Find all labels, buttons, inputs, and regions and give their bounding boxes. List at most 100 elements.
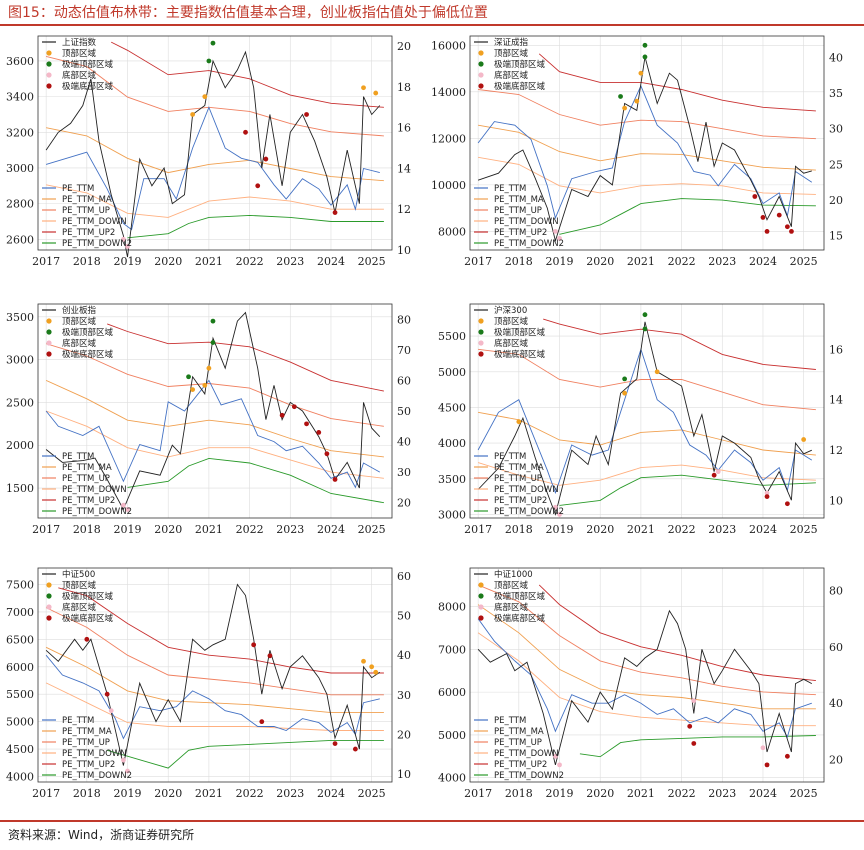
x-tick-label: 2021	[195, 787, 223, 800]
legend-label: PE_TTM_MA	[494, 463, 544, 473]
x-tick-label: 2022	[668, 255, 696, 268]
left-tick-label: 7000	[438, 643, 466, 656]
right-tick-label: 12	[397, 203, 411, 216]
legend-label: 极端顶部区域	[62, 591, 114, 602]
zone-point-extreme-top	[618, 94, 623, 99]
legend-label: 顶部区域	[494, 580, 529, 591]
legend-label: PE_TTM_DOWN2	[494, 239, 564, 249]
x-tick-label: 2020	[586, 787, 614, 800]
series-pe-ttm-down2	[107, 739, 384, 769]
left-tick-label: 4500	[438, 401, 466, 414]
series-pe-ttm-ma	[45, 379, 384, 458]
right-tick-label: 20	[829, 194, 843, 207]
zone-point-top	[202, 94, 208, 100]
right-tick-label: 20	[397, 728, 411, 741]
zone-point-bottom	[121, 757, 126, 763]
legend-label: 极端底部区域	[62, 349, 114, 360]
legend-swatch	[478, 604, 484, 610]
zone-point-extreme-bottom	[279, 412, 285, 418]
legend-label: 底部区域	[494, 338, 529, 349]
legend-label: PE_TTM_DOWN	[62, 485, 127, 495]
zone-point-extreme-bottom	[764, 228, 770, 234]
x-tick-label: 2024	[317, 255, 345, 268]
zone-point-bottom	[557, 762, 562, 768]
source-rule	[0, 820, 864, 822]
zone-point-extreme-bottom	[764, 494, 770, 499]
left-tick-label: 7500	[6, 578, 34, 591]
legend-label: PE_TTM_DOWN2	[494, 771, 564, 781]
x-tick-label: 2024	[749, 787, 777, 800]
panel-sse: 2017 2018 2019 2020 2021 2022 2023 2024 2025 2600…	[0, 28, 432, 273]
legend-label: 沪深300	[494, 305, 527, 316]
x-tick-label: 2020	[586, 255, 614, 268]
right-tick-label: 12	[829, 444, 843, 457]
right-tick-label: 50	[397, 610, 411, 623]
left-tick-label: 3600	[6, 55, 34, 68]
x-tick-label: 2017	[32, 255, 60, 268]
legend-label: PE_TTM_UP	[494, 206, 542, 216]
legend-label: 极端底部区域	[494, 613, 546, 624]
series-pe-ttm-down	[477, 462, 816, 486]
series-pe-ttm-down	[477, 632, 816, 727]
right-tick-label: 20	[829, 753, 843, 766]
legend-label: 极端底部区域	[494, 349, 546, 360]
x-tick-label: 2023	[276, 787, 304, 800]
x-tick-label: 2019	[546, 787, 574, 800]
legend-label: 底部区域	[494, 70, 529, 81]
zone-point-bottom	[121, 236, 126, 242]
x-tick-label: 2021	[627, 787, 655, 800]
x-tick-label: 2020	[586, 523, 614, 536]
right-tick-label: 70	[397, 344, 411, 357]
zone-point-top	[634, 98, 640, 104]
right-tick-label: 20	[397, 497, 411, 510]
x-tick-label: 2021	[627, 523, 655, 536]
x-tick-label: 2024	[317, 523, 345, 536]
zone-point-bottom	[557, 512, 562, 517]
x-tick-label: 2025	[358, 787, 386, 800]
x-tick-label: 2024	[749, 255, 777, 268]
left-tick-label: 6500	[6, 633, 34, 646]
left-tick-label: 5500	[6, 688, 34, 701]
zone-point-extreme-bottom	[291, 404, 297, 410]
left-tick-label: 3500	[6, 311, 34, 324]
left-tick-label: 5000	[438, 366, 466, 379]
left-tick-label: 2800	[6, 198, 34, 211]
zone-point-extreme-bottom	[332, 477, 338, 482]
zone-point-bottom	[121, 502, 126, 508]
zone-point-bottom	[553, 504, 558, 510]
legend-label: 极端顶部区域	[62, 327, 114, 338]
series-pe-ttm-up2	[538, 584, 816, 682]
left-tick-label: 3400	[6, 91, 34, 104]
panel-csi300: 2017 2018 2019 2020 2021 2022 2023 2024 2025 3000…	[432, 296, 864, 541]
right-tick-label: 25	[829, 158, 843, 171]
legend-label: 顶部区域	[494, 48, 529, 59]
zone-point-extreme-bottom	[304, 112, 309, 117]
zone-point-extreme-bottom	[760, 215, 766, 220]
legend-swatch	[478, 83, 484, 89]
plot-frame	[469, 303, 825, 519]
legend-label: 极端底部区域	[494, 81, 546, 92]
legend-label: PE_TTM_DOWN2	[62, 239, 132, 249]
x-tick-label: 2017	[464, 523, 492, 536]
zone-point-extreme-top	[642, 312, 648, 318]
left-tick-label: 10000	[431, 179, 466, 192]
zone-point-extreme-bottom	[687, 723, 693, 729]
legend-label: 极端顶部区域	[494, 327, 546, 338]
legend-label: PE_TTM_DOWN	[62, 217, 127, 227]
series-pe-ttm	[477, 84, 813, 220]
zone-point-top	[206, 365, 212, 371]
series-pe-ttm-up2	[107, 323, 384, 392]
left-tick-label: 3500	[438, 473, 466, 486]
chart-sse: 2017 2018 2019 2020 2021 2022 2023 2024 20252600…	[6, 35, 411, 268]
left-tick-label: 8000	[438, 601, 466, 614]
legend-label: 底部区域	[62, 70, 97, 81]
zone-point-bottom	[715, 469, 721, 475]
legend-label: 顶部区域	[62, 316, 97, 327]
series-pe-ttm-down2	[127, 457, 384, 504]
legend-label: 深证成指	[494, 37, 529, 48]
right-tick-label: 40	[397, 436, 411, 449]
series-pe-ttm-down	[46, 184, 384, 218]
zone-point-bottom	[125, 768, 130, 774]
zone-point-top	[190, 387, 196, 392]
title-rule	[0, 24, 864, 26]
